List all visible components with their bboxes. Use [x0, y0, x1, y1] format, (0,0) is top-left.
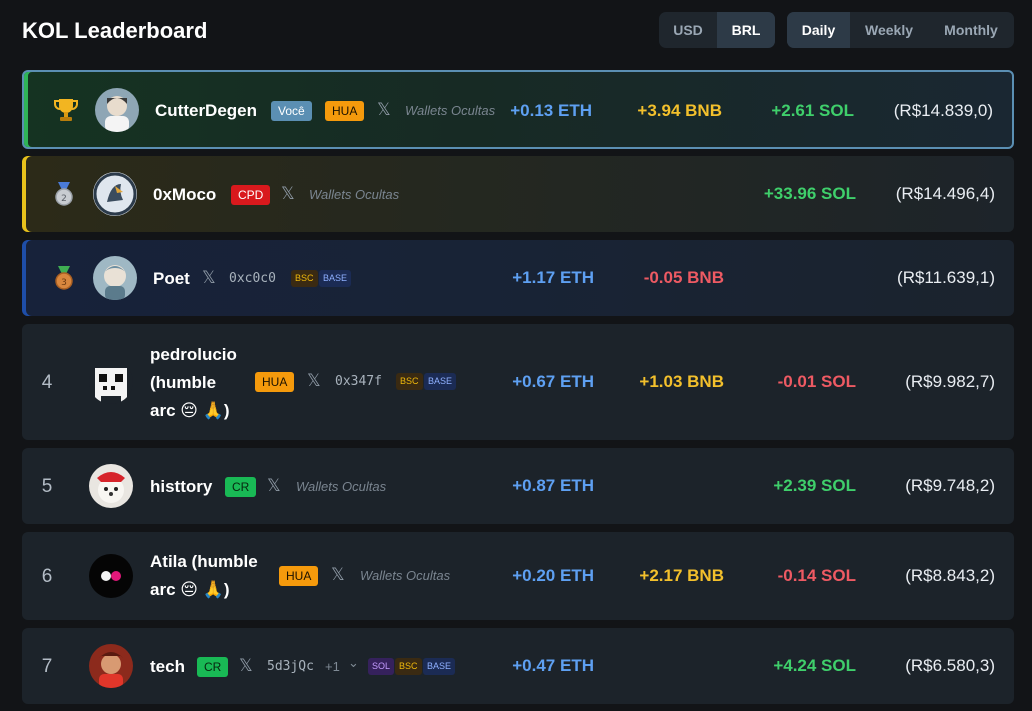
chevron-down-icon[interactable]: ⌄ [348, 655, 359, 670]
bnb-pnl: -0.05 BNB [643, 268, 724, 287]
kol-name[interactable]: histtory [150, 477, 213, 496]
sol-pnl: +33.96 SOL [763, 184, 856, 203]
avatar[interactable] [89, 360, 133, 404]
eth-pnl: +0.13 ETH [510, 101, 592, 120]
group-badge: HUA [279, 566, 319, 586]
leaderboard-row[interactable]: CutterDegen Você HUA 𝕏 Wallets Ocultas +… [22, 70, 1014, 149]
page-title: KOL Leaderboard [22, 18, 208, 43]
chain-tag-bsc: BSC [396, 373, 423, 390]
avatar[interactable] [93, 256, 137, 300]
avatar[interactable] [95, 88, 139, 132]
eth-pnl: +0.20 ETH [512, 566, 594, 585]
kol-name-line: pedrolucio [150, 345, 237, 364]
svg-text:3: 3 [61, 278, 67, 288]
avatar[interactable] [89, 464, 133, 508]
bnb-pnl: +1.03 BNB [639, 372, 724, 391]
kol-name[interactable]: CutterDegen [155, 101, 258, 120]
kol-name[interactable]: pedrolucio (humble arc 😔 🙏) [150, 341, 250, 425]
total-value: (R$14.839,0) [893, 101, 993, 120]
x-icon[interactable]: 𝕏 [377, 100, 391, 119]
wallet-address[interactable]: 0xc0c0 [229, 271, 276, 286]
total-value: (R$6.580,3) [905, 656, 995, 675]
silver-medal-icon: 2 [50, 180, 78, 208]
total-value: (R$9.748,2) [905, 476, 995, 495]
leaderboard-row[interactable]: 3 Poet 𝕏 0xc0c0 BSC BASE +1.17 ETH -0.05… [22, 240, 1014, 316]
leaderboard-row[interactable]: 2 0xMoco CPD 𝕏 Wallets Ocultas +33.96 SO… [22, 156, 1014, 232]
more-wallets-count[interactable]: +1 [325, 659, 340, 674]
sol-pnl: +2.61 SOL [771, 101, 854, 120]
total-value: (R$14.496,4) [895, 184, 995, 203]
leaderboard-row[interactable]: 5 histtory CR 𝕏 Wallets Ocultas +0.87 ET… [22, 448, 1014, 524]
period-monthly-button[interactable]: Monthly [928, 12, 1014, 48]
wallet-address[interactable]: 5d3jQc [267, 659, 314, 674]
rank-number: 4 [41, 372, 53, 393]
rank-number: 7 [41, 656, 53, 677]
x-icon[interactable]: 𝕏 [239, 656, 253, 675]
sol-pnl: +2.39 SOL [773, 476, 856, 495]
x-icon[interactable]: 𝕏 [202, 268, 216, 287]
rank-number: 5 [41, 476, 53, 497]
kol-name-line: arc 😔 🙏) [150, 580, 230, 599]
sol-pnl: +4.24 SOL [773, 656, 856, 675]
period-toggle: Daily Weekly Monthly [787, 12, 1014, 48]
currency-brl-button[interactable]: BRL [717, 12, 775, 48]
bnb-pnl: +3.94 BNB [637, 101, 722, 120]
wallets-hidden-label: Wallets Ocultas [296, 479, 387, 494]
total-value: (R$11.639,1) [897, 268, 995, 287]
period-daily-button[interactable]: Daily [787, 12, 850, 48]
eth-pnl: +0.67 ETH [512, 372, 594, 391]
chain-tag-bsc: BSC [291, 270, 318, 287]
leaderboard-row[interactable]: 7 tech CR 𝕏 5d3jQc +1 ⌄ SOL BSC BASE +0.… [22, 628, 1014, 704]
x-icon[interactable]: 𝕏 [281, 184, 295, 203]
kol-name-line: Atila (humble [150, 552, 258, 571]
chain-tag-bsc: BSC [395, 658, 422, 675]
avatar[interactable] [93, 172, 137, 216]
leaderboard-row[interactable]: 6 Atila (humble arc 😔 🙏) HUA 𝕏 Wallets O… [22, 532, 1014, 620]
sol-pnl: -0.14 SOL [777, 566, 856, 585]
chain-tag-base: BASE [424, 373, 457, 390]
group-badge: CR [225, 477, 257, 497]
wallet-address[interactable]: 0x347f [335, 374, 382, 389]
group-badge: CR [197, 657, 229, 677]
rank-number: 6 [41, 566, 53, 587]
total-value: (R$9.982,7) [905, 372, 995, 391]
sol-pnl: -0.01 SOL [777, 372, 856, 391]
wallets-hidden-label: Wallets Ocultas [309, 187, 400, 202]
kol-name-line: (humble [150, 373, 217, 392]
eth-pnl: +1.17 ETH [512, 268, 594, 287]
currency-usd-button[interactable]: USD [659, 12, 717, 48]
kol-name[interactable]: 0xMoco [153, 185, 217, 204]
bronze-medal-icon: 3 [50, 264, 78, 292]
total-value: (R$8.843,2) [905, 566, 995, 585]
wallets-hidden-label: Wallets Ocultas [405, 103, 496, 118]
period-weekly-button[interactable]: Weekly [850, 12, 928, 48]
currency-toggle: USD BRL [659, 12, 775, 48]
leaderboard-row[interactable]: 4 pedrolucio (humble arc 😔 🙏) HUA 𝕏 0x34… [22, 324, 1014, 440]
chain-tag-base: BASE [319, 270, 352, 287]
svg-text:2: 2 [61, 194, 67, 204]
wallets-hidden-label: Wallets Ocultas [360, 568, 451, 583]
x-icon[interactable]: 𝕏 [331, 565, 345, 584]
eth-pnl: +0.47 ETH [512, 656, 594, 675]
group-badge: HUA [325, 101, 365, 121]
bnb-pnl: +2.17 BNB [639, 566, 724, 585]
kol-name[interactable]: Atila (humble arc 😔 🙏) [150, 548, 270, 604]
kol-name[interactable]: tech [150, 657, 185, 676]
group-badge: HUA [255, 372, 295, 392]
eth-pnl: +0.87 ETH [512, 476, 594, 495]
chain-tag-sol: SOL [368, 658, 395, 675]
x-icon[interactable]: 𝕏 [307, 371, 321, 390]
avatar[interactable] [89, 554, 133, 598]
x-icon[interactable]: 𝕏 [267, 476, 281, 495]
trophy-icon [52, 96, 80, 124]
group-badge: CPD [231, 185, 271, 205]
chain-tag-base: BASE [423, 658, 456, 675]
kol-name-line: arc 😔 🙏) [150, 401, 230, 420]
avatar[interactable] [89, 644, 133, 688]
kol-name[interactable]: Poet [153, 269, 190, 288]
you-badge: Você [271, 101, 312, 121]
